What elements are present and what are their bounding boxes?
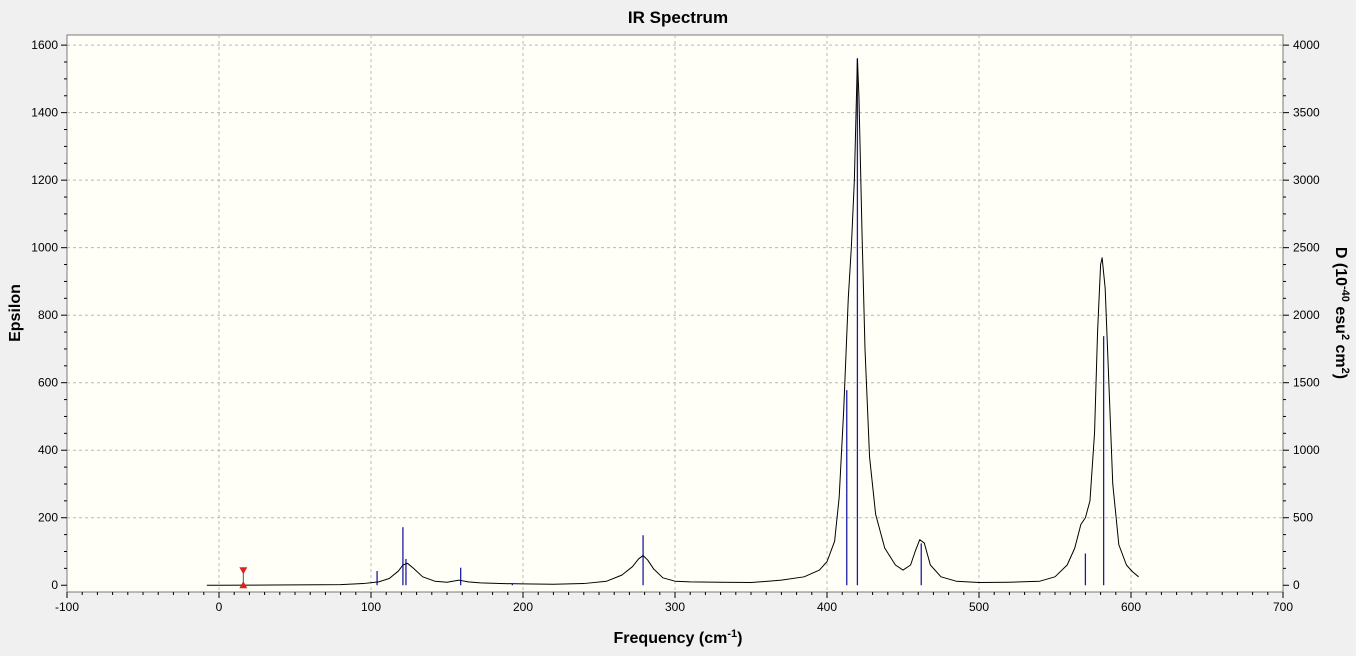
- y2-tick-label: 500: [1293, 511, 1313, 525]
- y-tick-label: 1200: [31, 173, 58, 187]
- y-axis-left: 0 200 400 600 800 1000 1200 1400 1600: [31, 38, 67, 592]
- y-tick-label: 800: [38, 308, 58, 322]
- y-tick-label: 1400: [31, 106, 58, 120]
- y2-title-part-3: 2: [1339, 334, 1351, 340]
- x-axis: -100 0 100 200 300 400 500 600 700: [55, 592, 1293, 614]
- y2-tick-label: 0: [1293, 578, 1300, 592]
- x-tick-label: 0: [216, 600, 223, 614]
- y-tick-label: 600: [38, 376, 58, 390]
- y2-tick-label: 2000: [1293, 308, 1320, 322]
- y-tick-label: 1600: [31, 38, 58, 52]
- y2-title-part-5: 2: [1339, 368, 1351, 374]
- y2-title-part-6: ): [1332, 374, 1349, 379]
- marker-bottom-triangle[interactable]: [239, 581, 248, 589]
- y2-tick-label: 1500: [1293, 376, 1320, 390]
- y2-tick-label: 3500: [1293, 106, 1320, 120]
- curve-series: [206, 58, 1139, 586]
- marker-top-triangle[interactable]: [239, 567, 248, 575]
- y2-tick-label: 4000: [1293, 38, 1320, 52]
- x-tick-label: 600: [1121, 600, 1141, 614]
- y-tick-label: 0: [51, 578, 58, 592]
- y2-tick-label: 3000: [1293, 173, 1320, 187]
- y-tick-label: 1000: [31, 241, 58, 255]
- x-tick-label: 400: [817, 600, 837, 614]
- y2-title-part-2: esu: [1332, 302, 1349, 334]
- grid-lines: [67, 35, 1283, 592]
- x-tick-label: 500: [969, 600, 989, 614]
- x-tick-label: 100: [361, 600, 381, 614]
- x-tick-label: 700: [1273, 600, 1293, 614]
- x-axis-title-sup: -1: [727, 628, 737, 640]
- y2-title-part-0: D (10: [1332, 247, 1349, 286]
- x-axis-title: Frequency (cm-1): [614, 628, 743, 647]
- y-tick-label: 400: [38, 443, 58, 457]
- x-tick-label: 200: [513, 600, 533, 614]
- x-tick-label: -100: [55, 600, 79, 614]
- x-axis-title-main: Frequency (cm: [614, 630, 728, 647]
- y2-tick-label: 1000: [1293, 443, 1320, 457]
- chart-title: IR Spectrum: [628, 8, 728, 27]
- x-axis-title-end: ): [737, 630, 742, 647]
- y2-tick-label: 2500: [1293, 241, 1320, 255]
- y2-title-part-1: -40: [1339, 286, 1351, 302]
- x-tick-label: 300: [665, 600, 685, 614]
- frequency-marker[interactable]: [239, 567, 248, 589]
- y-axis-right: 0 500 1000 1500 2000 2500 3000 3500 4000: [1283, 38, 1320, 592]
- y-tick-label: 200: [38, 511, 58, 525]
- y-axis-title: Epsilon: [7, 284, 24, 342]
- y2-axis-title: D (10-40 esu2 cm2): [1332, 247, 1351, 379]
- stick-series: [376, 58, 1105, 586]
- spectrum-curve: [206, 58, 1139, 586]
- y2-title-part-4: cm: [1332, 340, 1349, 368]
